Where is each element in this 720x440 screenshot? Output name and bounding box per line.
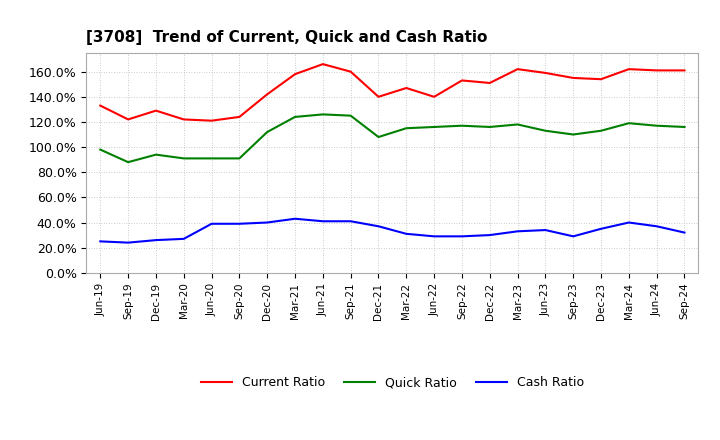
Cash Ratio: [485, 232, 494, 238]
Quick Ratio: [291, 114, 300, 120]
Legend: Current Ratio, Quick Ratio, Cash Ratio: Current Ratio, Quick Ratio, Cash Ratio: [196, 371, 589, 394]
Quick Ratio: [458, 123, 467, 128]
Current Ratio: [485, 81, 494, 86]
Cash Ratio: [96, 239, 104, 244]
Cash Ratio: [235, 221, 243, 227]
Quick Ratio: [207, 156, 216, 161]
Current Ratio: [207, 118, 216, 123]
Current Ratio: [569, 75, 577, 81]
Quick Ratio: [318, 112, 327, 117]
Current Ratio: [458, 78, 467, 83]
Cash Ratio: [318, 219, 327, 224]
Cash Ratio: [374, 224, 383, 229]
Cash Ratio: [346, 219, 355, 224]
Quick Ratio: [485, 125, 494, 130]
Current Ratio: [152, 108, 161, 113]
Cash Ratio: [402, 231, 410, 236]
Current Ratio: [374, 94, 383, 99]
Current Ratio: [235, 114, 243, 120]
Quick Ratio: [541, 128, 550, 133]
Cash Ratio: [569, 234, 577, 239]
Cash Ratio: [263, 220, 271, 225]
Cash Ratio: [207, 221, 216, 227]
Quick Ratio: [597, 128, 606, 133]
Current Ratio: [96, 103, 104, 108]
Current Ratio: [402, 85, 410, 91]
Current Ratio: [346, 69, 355, 74]
Quick Ratio: [374, 134, 383, 139]
Cash Ratio: [680, 230, 689, 235]
Current Ratio: [430, 94, 438, 99]
Current Ratio: [291, 72, 300, 77]
Current Ratio: [513, 66, 522, 72]
Cash Ratio: [430, 234, 438, 239]
Quick Ratio: [569, 132, 577, 137]
Quick Ratio: [346, 113, 355, 118]
Cash Ratio: [179, 236, 188, 242]
Line: Quick Ratio: Quick Ratio: [100, 114, 685, 162]
Cash Ratio: [152, 238, 161, 243]
Quick Ratio: [402, 125, 410, 131]
Current Ratio: [597, 77, 606, 82]
Cash Ratio: [513, 229, 522, 234]
Quick Ratio: [513, 122, 522, 127]
Cash Ratio: [624, 220, 633, 225]
Quick Ratio: [152, 152, 161, 157]
Current Ratio: [179, 117, 188, 122]
Cash Ratio: [291, 216, 300, 221]
Quick Ratio: [124, 160, 132, 165]
Quick Ratio: [624, 121, 633, 126]
Quick Ratio: [430, 125, 438, 130]
Line: Cash Ratio: Cash Ratio: [100, 219, 685, 242]
Cash Ratio: [124, 240, 132, 245]
Current Ratio: [263, 92, 271, 97]
Cash Ratio: [541, 227, 550, 233]
Line: Current Ratio: Current Ratio: [100, 64, 685, 121]
Quick Ratio: [652, 123, 661, 128]
Quick Ratio: [96, 147, 104, 152]
Current Ratio: [541, 70, 550, 76]
Current Ratio: [124, 117, 132, 122]
Current Ratio: [680, 68, 689, 73]
Cash Ratio: [458, 234, 467, 239]
Cash Ratio: [652, 224, 661, 229]
Quick Ratio: [263, 129, 271, 135]
Text: [3708]  Trend of Current, Quick and Cash Ratio: [3708] Trend of Current, Quick and Cash …: [86, 29, 487, 45]
Quick Ratio: [235, 156, 243, 161]
Cash Ratio: [597, 226, 606, 231]
Current Ratio: [318, 62, 327, 67]
Quick Ratio: [179, 156, 188, 161]
Current Ratio: [624, 66, 633, 72]
Current Ratio: [652, 68, 661, 73]
Quick Ratio: [680, 125, 689, 130]
